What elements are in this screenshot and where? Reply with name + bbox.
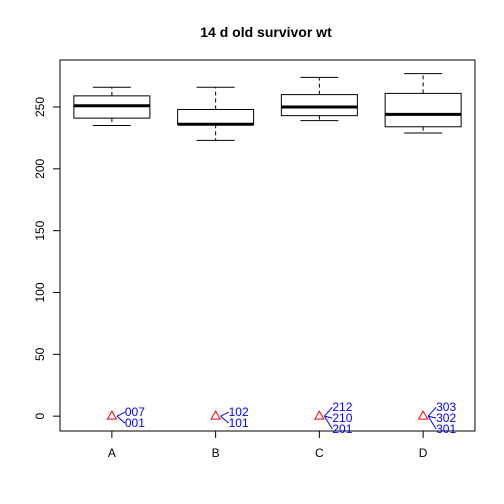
y-tick-label: 50	[33, 347, 47, 361]
outlier-label: 201	[332, 422, 352, 436]
outlier-leader	[324, 406, 333, 417]
outlier-leader	[116, 411, 126, 417]
box-iqr	[280, 94, 358, 117]
outlier-label: 303	[436, 400, 456, 414]
outlier-leader	[220, 411, 229, 417]
outlier-label: 301	[436, 422, 456, 436]
x-tick-label: B	[212, 446, 220, 460]
y-tick-label: 250	[33, 97, 47, 117]
outlier-leader	[220, 415, 229, 424]
outlier-leader	[427, 415, 437, 430]
y-tick-label: 150	[33, 220, 47, 240]
outlier-leader	[428, 415, 437, 419]
x-tick-label: D	[419, 446, 428, 460]
x-tick-label: C	[315, 446, 324, 460]
outlier-label: 007	[125, 405, 145, 419]
outlier-marker	[417, 410, 429, 420]
outlier-label: 001	[125, 416, 145, 430]
box-D	[384, 73, 462, 134]
outlier-leader	[324, 415, 333, 419]
box-iqr	[384, 92, 462, 128]
outlier-marker	[314, 410, 325, 420]
y-tick-label: 0	[33, 413, 47, 420]
box-B	[177, 86, 255, 141]
y-tick-label: 100	[33, 282, 47, 302]
x-axis: A B C D	[108, 431, 428, 460]
outlier-label: 302	[436, 411, 456, 425]
outlier-leader	[323, 415, 333, 430]
outlier-marker	[106, 410, 118, 420]
plot-frame	[59, 59, 476, 432]
x-tick-label: A	[108, 446, 116, 460]
outlier-label: 212	[332, 400, 352, 414]
outlier-leader	[427, 406, 437, 417]
outlier-leader	[116, 415, 126, 424]
box-A	[73, 86, 151, 127]
box-iqr	[177, 108, 255, 125]
chart-title: 14 d old survivor wt	[200, 24, 332, 40]
outlier-label: 210	[332, 411, 352, 425]
outlier-label: 102	[229, 405, 249, 419]
outlier-label: 101	[229, 416, 249, 430]
boxes	[73, 73, 462, 141]
outlier-marker	[210, 410, 221, 420]
box-C	[280, 76, 358, 122]
y-tick-label: 200	[33, 158, 47, 178]
y-axis: 0 50 100 150 200 250	[33, 97, 60, 420]
